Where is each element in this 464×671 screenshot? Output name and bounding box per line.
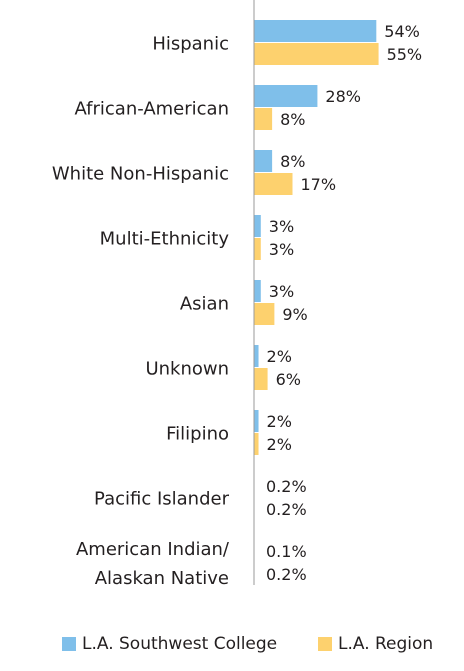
bar-white-non-hispanic-l-a-region	[254, 173, 293, 195]
legend-item-la-southwest-college: L.A. Southwest College	[62, 634, 277, 654]
category-label-african-american: African-American	[74, 99, 229, 120]
category-label-pacific-islander: Pacific Islander	[94, 489, 230, 510]
value-label-unknown-l-a-region: 6%	[276, 370, 301, 389]
value-label-white-non-hispanic-l-a-region: 17%	[301, 175, 337, 194]
value-label-white-non-hispanic-l-a-southwest-college: 8%	[280, 152, 305, 171]
category-label-hispanic: Hispanic	[152, 34, 229, 55]
legend-swatch-la-southwest-college	[62, 637, 76, 651]
legend-swatch-la-region	[318, 637, 332, 651]
category-label-asian: Asian	[180, 294, 229, 315]
value-label-pacific-islander-l-a-region: 0.2%	[266, 500, 307, 519]
value-label-african-american-l-a-southwest-college: 28%	[325, 87, 361, 106]
bar-asian-l-a-region	[254, 303, 275, 325]
category-label-filipino: Filipino	[166, 424, 229, 445]
legend-label-la-region: L.A. Region	[338, 634, 434, 654]
bar-unknown-l-a-region	[254, 368, 268, 390]
category-label-white-non-hispanic: White Non-Hispanic	[52, 164, 229, 185]
value-label-american-indian-alaskan-native-l-a-region: 0.2%	[266, 565, 307, 584]
bar-hispanic-l-a-southwest-college	[254, 20, 377, 42]
category-label-american-indian-alaskan-native: American Indian/Alaskan Native	[76, 539, 230, 589]
value-label-filipino-l-a-region: 2%	[267, 435, 292, 454]
bar-chart: Hispanic 54% 55% African-American 28% 8% White…	[52, 0, 423, 589]
bar-unknown-l-a-southwest-college	[254, 345, 259, 367]
category-label-multi-ethnicity: Multi-Ethnicity	[100, 229, 230, 250]
value-label-hispanic-l-a-region: 55%	[387, 45, 423, 64]
value-label-multi-ethnicity-l-a-southwest-college: 3%	[269, 217, 294, 236]
bar-african-american-l-a-region	[254, 108, 273, 130]
category-label-unknown: Unknown	[145, 359, 229, 380]
value-label-hispanic-l-a-southwest-college: 54%	[384, 22, 420, 41]
legend-item-la-region: L.A. Region	[318, 634, 433, 654]
bar-multi-ethnicity-l-a-region	[254, 238, 261, 260]
value-label-american-indian-alaskan-native-l-a-southwest-college: 0.1%	[266, 542, 307, 561]
value-label-unknown-l-a-southwest-college: 2%	[267, 347, 292, 366]
bar-african-american-l-a-southwest-college	[254, 85, 318, 107]
value-label-filipino-l-a-southwest-college: 2%	[267, 412, 292, 431]
value-label-pacific-islander-l-a-southwest-college: 0.2%	[266, 477, 307, 496]
legend-label-la-southwest-college: L.A. Southwest College	[82, 634, 278, 654]
value-label-african-american-l-a-region: 8%	[280, 110, 305, 129]
value-label-asian-l-a-region: 9%	[282, 305, 307, 324]
bar-filipino-l-a-southwest-college	[254, 410, 259, 432]
bar-multi-ethnicity-l-a-southwest-college	[254, 215, 261, 237]
bar-hispanic-l-a-region	[254, 43, 379, 65]
value-label-asian-l-a-southwest-college: 3%	[269, 282, 294, 301]
bar-asian-l-a-southwest-college	[254, 280, 261, 302]
legend: L.A. Southwest College L.A. Region	[0, 634, 464, 664]
bar-filipino-l-a-region	[254, 433, 259, 455]
value-label-multi-ethnicity-l-a-region: 3%	[269, 240, 294, 259]
bar-white-non-hispanic-l-a-southwest-college	[254, 150, 273, 172]
